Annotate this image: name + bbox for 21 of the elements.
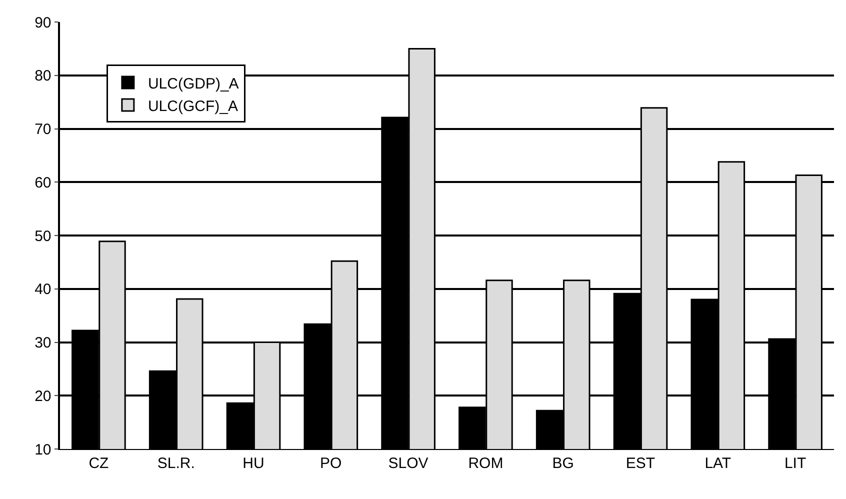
legend-label: ULC(GCF)_A xyxy=(148,98,238,115)
y-tick-label: 20 xyxy=(34,388,52,405)
y-tick-label: 80 xyxy=(34,68,52,85)
y-tick-label: 40 xyxy=(34,281,52,298)
x-tick-label: ROM xyxy=(468,455,504,472)
y-tick-label: 60 xyxy=(34,174,52,192)
y-tick-label: 50 xyxy=(34,228,52,245)
y-tick-label: 70 xyxy=(34,121,52,138)
x-tick-label: PO xyxy=(320,455,342,472)
y-tick-label: 30 xyxy=(34,334,52,352)
x-tick-label: LAT xyxy=(704,455,732,472)
x-tick-label: SLOV xyxy=(388,455,428,472)
x-tick-label: HU xyxy=(242,455,264,472)
legend-label: ULC(GDP)_A xyxy=(148,75,239,92)
x-tick-label: CZ xyxy=(88,455,109,472)
y-tick-label: 10 xyxy=(34,441,52,458)
x-tick-label: SL.R. xyxy=(157,455,195,472)
x-tick-label: BG xyxy=(552,455,574,472)
x-tick-label: LIT xyxy=(784,455,806,472)
y-tick-label: 90 xyxy=(34,14,52,32)
x-tick-label: EST xyxy=(626,455,656,472)
